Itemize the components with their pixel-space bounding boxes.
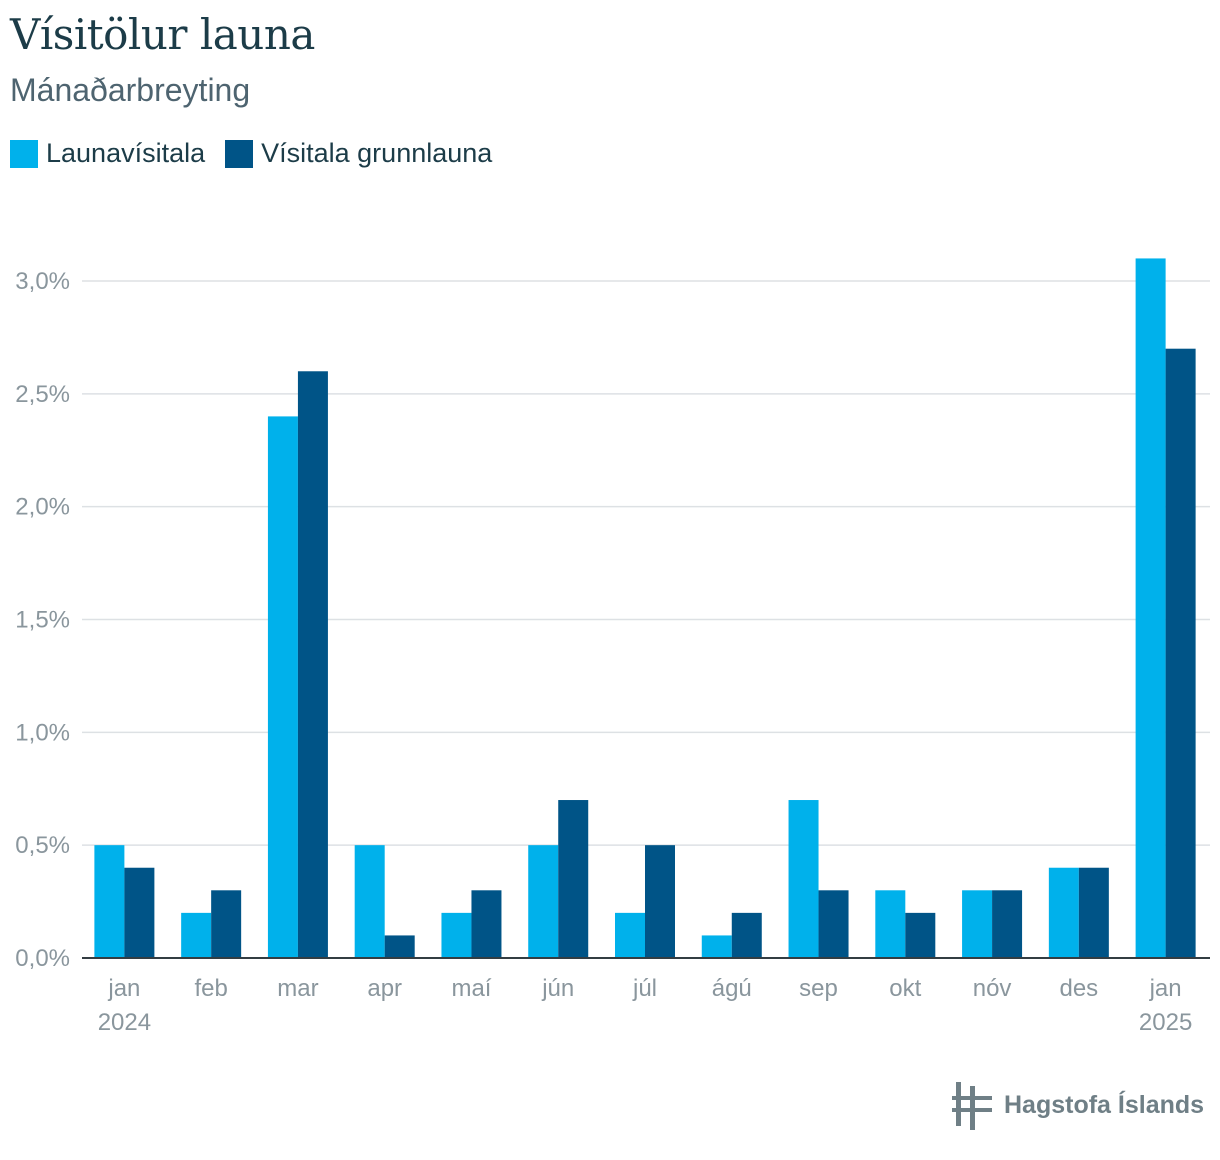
- gridlines: [82, 280, 1210, 846]
- bar-launavisitala[interactable]: [875, 890, 906, 958]
- bar-launavisitala[interactable]: [528, 845, 559, 958]
- bar-grunnlauna[interactable]: [384, 935, 415, 958]
- x-tick-label: feb: [194, 975, 227, 1002]
- legend: Launavísitala Vísitala grunnlauna: [10, 138, 512, 169]
- x-tick-label: okt: [889, 975, 921, 1002]
- chart-title: Vísitölur launa: [10, 10, 315, 59]
- axes: 0,0% 0,5% 1,0% 1,5% 2,0% 2,5% 3,0% jan 2024 feb ma…: [15, 268, 1210, 1036]
- bar-chart: 0,0% 0,5% 1,0% 1,5% 2,0% 2,5% 3,0% jan 2024 feb ma…: [15, 258, 1210, 1036]
- x-tick-label: júl: [632, 975, 657, 1002]
- logo-text: Hagstofa Íslands: [1004, 1090, 1205, 1119]
- bar-launavisitala[interactable]: [441, 912, 472, 958]
- y-tick-label: 0,5%: [15, 832, 70, 859]
- bar-grunnlauna[interactable]: [992, 890, 1023, 958]
- bar-launavisitala[interactable]: [1135, 258, 1166, 958]
- hagstofa-logo[interactable]: Hagstofa Íslands: [952, 1080, 1204, 1130]
- bar-grunnlauna[interactable]: [818, 890, 849, 958]
- x-tick-label: des: [1059, 975, 1098, 1002]
- bars: [94, 258, 1196, 958]
- y-tick-label: 0,0%: [15, 945, 70, 972]
- x-tick-label: ágú: [712, 975, 752, 1002]
- x-tick-label: apr: [367, 975, 402, 1002]
- bar-launavisitala[interactable]: [701, 935, 732, 958]
- bar-grunnlauna[interactable]: [731, 912, 762, 958]
- bar-grunnlauna[interactable]: [471, 890, 502, 958]
- bar-launavisitala[interactable]: [181, 912, 212, 958]
- bar-grunnlauna[interactable]: [124, 867, 155, 958]
- bar-grunnlauna[interactable]: [1078, 867, 1109, 958]
- bar-launavisitala[interactable]: [267, 416, 298, 958]
- x-tick-label: maí: [451, 975, 491, 1002]
- legend-swatch-launavisitala: [10, 139, 38, 168]
- bar-grunnlauna[interactable]: [645, 845, 675, 958]
- x-year-label: 2024: [98, 1009, 151, 1036]
- y-tick-label: 3,0%: [15, 268, 70, 295]
- x-tick-label: nóv: [973, 975, 1012, 1002]
- hagstofa-logo-icon: [952, 1082, 992, 1130]
- x-tick-label: jan: [1149, 975, 1182, 1002]
- bar-grunnlauna[interactable]: [211, 890, 242, 958]
- y-tick-label: 2,5%: [15, 381, 70, 408]
- chart-subtitle: Mánaðarbreyting: [10, 72, 251, 108]
- bar-grunnlauna[interactable]: [1165, 348, 1196, 958]
- bar-launavisitala[interactable]: [94, 845, 125, 958]
- x-tick-label: sep: [799, 975, 838, 1002]
- y-tick-label: 1,0%: [15, 719, 70, 746]
- bar-launavisitala[interactable]: [1048, 867, 1079, 958]
- bar-launavisitala[interactable]: [788, 800, 819, 958]
- bar-launavisitala[interactable]: [962, 890, 993, 958]
- bar-grunnlauna[interactable]: [558, 800, 589, 958]
- legend-swatch-grunnlauna: [225, 139, 254, 168]
- y-tick-label: 1,5%: [15, 607, 70, 634]
- x-tick-label: jan: [107, 975, 140, 1002]
- bar-launavisitala[interactable]: [354, 845, 385, 958]
- y-tick-label: 2,0%: [15, 494, 70, 521]
- bar-grunnlauna[interactable]: [905, 912, 936, 958]
- legend-item-launavisitala[interactable]: Launavísitala: [10, 138, 205, 169]
- legend-label-launavisitala: Launavísitala: [46, 138, 206, 168]
- legend-item-grunnlauna[interactable]: Vísitala grunnlauna: [225, 138, 492, 169]
- x-year-label: 2025: [1139, 1009, 1192, 1036]
- bar-launavisitala[interactable]: [615, 912, 645, 958]
- x-tick-label: jún: [541, 975, 574, 1002]
- bar-grunnlauna[interactable]: [297, 371, 328, 958]
- legend-label-grunnlauna: Vísitala grunnlauna: [261, 138, 493, 168]
- x-tick-label: mar: [277, 975, 318, 1002]
